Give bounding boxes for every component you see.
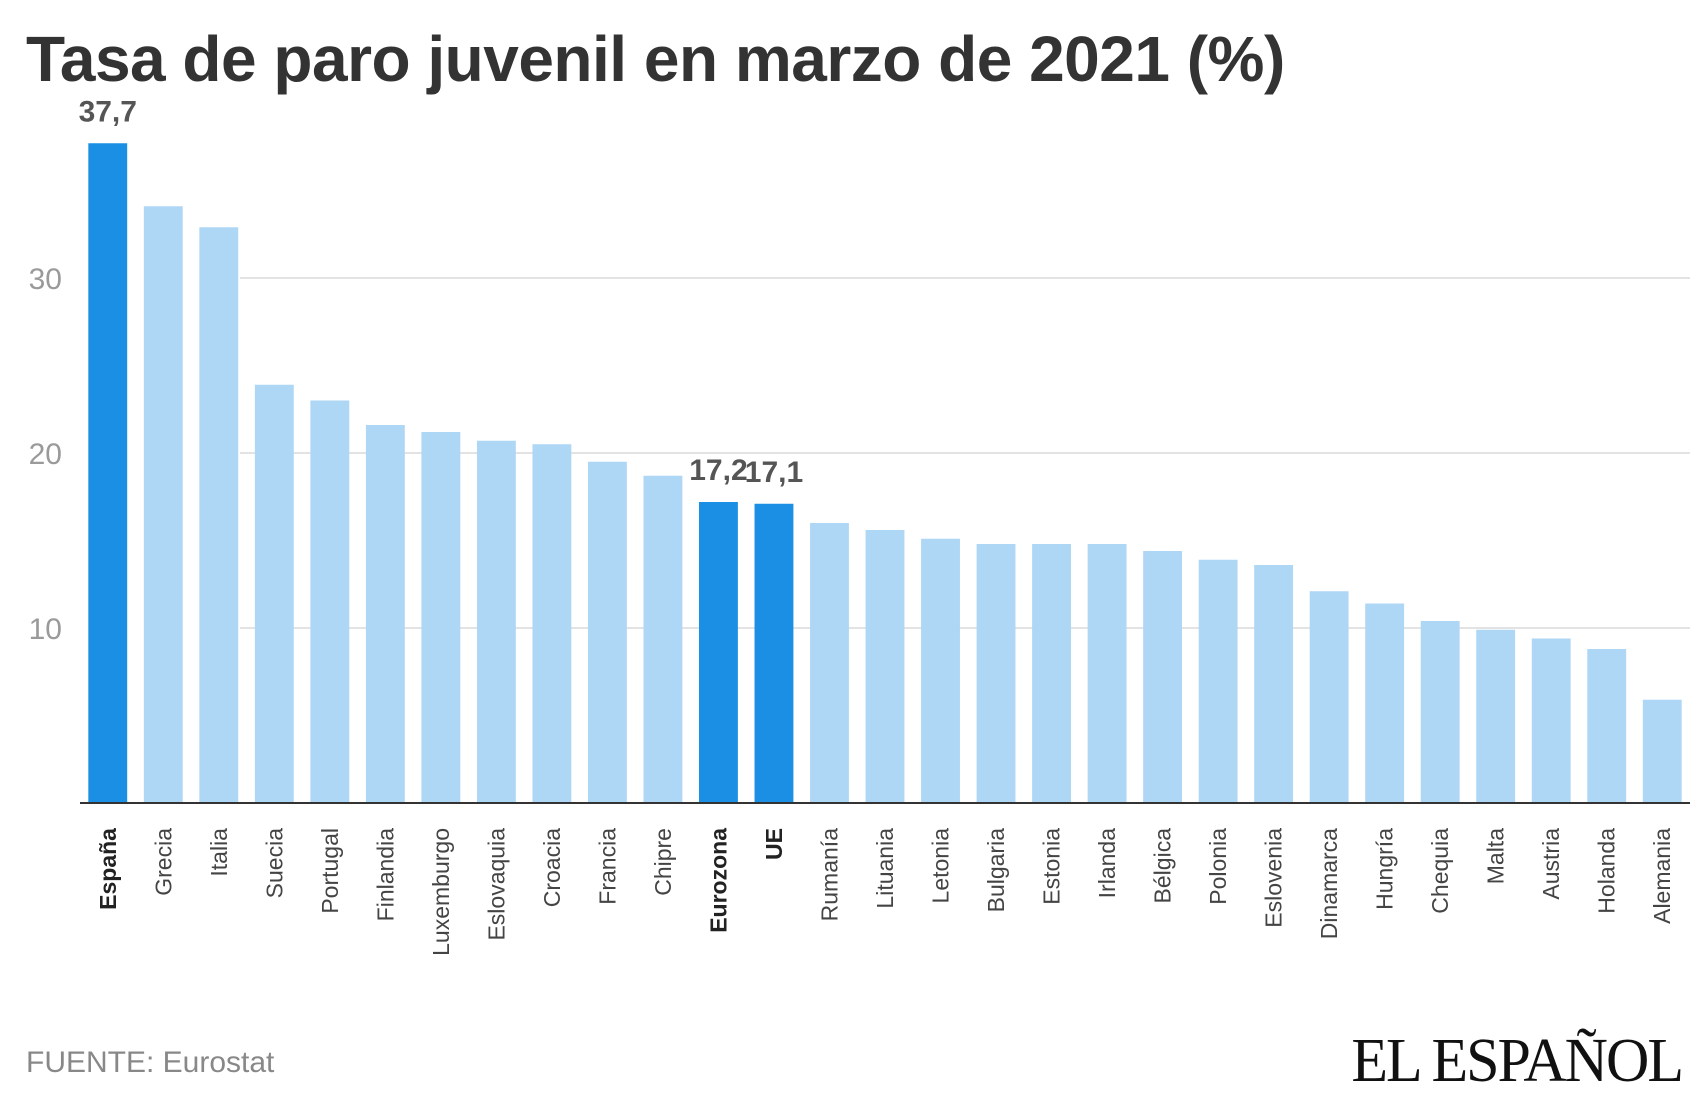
bar: [88, 143, 128, 803]
bar: [810, 523, 849, 803]
bar: [976, 544, 1016, 803]
data-label: 17,2: [689, 454, 747, 487]
bar: [1531, 638, 1571, 803]
category-label: Finlandia: [372, 828, 398, 922]
category-label: Austria: [1538, 828, 1564, 900]
category-label: Suecia: [261, 828, 287, 899]
category-label: Luxemburgo: [428, 828, 454, 956]
bar: [1587, 649, 1627, 803]
bar: [421, 432, 461, 803]
category-label: Hungría: [1372, 828, 1398, 910]
bar: [699, 502, 738, 803]
bar: [310, 400, 350, 803]
category-label: Polonia: [1205, 828, 1231, 905]
bar: [532, 444, 572, 803]
category-label: Bulgaria: [983, 828, 1009, 913]
category-label: España: [95, 828, 121, 910]
category-label: Holanda: [1594, 828, 1620, 914]
bar: [1198, 559, 1238, 803]
bar: [365, 425, 405, 803]
category-label: Bélgica: [1150, 828, 1176, 904]
category-label: Chipre: [650, 828, 676, 896]
bar: [1642, 699, 1682, 803]
bar: [1032, 544, 1071, 803]
category-label: Eurozona: [705, 828, 731, 933]
bar: [476, 440, 516, 803]
y-tick-label: 30: [29, 263, 62, 296]
category-label: Dinamarca: [1316, 828, 1342, 939]
bar: [1087, 544, 1127, 803]
category-label: Grecia: [150, 828, 176, 896]
bar: [1476, 629, 1516, 803]
y-tick-label: 20: [29, 438, 62, 471]
category-label: Lituania: [872, 828, 898, 909]
source-note: FUENTE: Eurostat: [26, 1046, 275, 1079]
category-label: Croacia: [539, 828, 565, 907]
category-label: Eslovenia: [1261, 828, 1287, 928]
bar: [199, 227, 239, 803]
bar: [254, 384, 294, 803]
bar: [1254, 565, 1294, 803]
category-label: Portugal: [317, 828, 343, 914]
bar: [1365, 603, 1405, 803]
bar: [1309, 591, 1349, 803]
category-label: Eslovaquia: [483, 828, 509, 941]
data-label: 37,7: [79, 95, 137, 128]
bar: [1143, 551, 1183, 803]
category-label: Chequia: [1427, 828, 1453, 914]
category-label: Letonia: [928, 828, 954, 904]
category-label: Malta: [1483, 828, 1509, 884]
y-tick-label: 10: [29, 613, 62, 646]
chart-title: Tasa de paro juvenil en marzo de 2021 (%…: [26, 23, 1285, 95]
bar: [865, 530, 905, 803]
bar: [1420, 621, 1460, 803]
bar: [587, 461, 627, 803]
category-label: UE: [761, 828, 787, 860]
data-label: 17,1: [745, 456, 803, 489]
category-label: Estonia: [1039, 828, 1065, 905]
bar: [754, 503, 794, 803]
category-label: Italia: [206, 828, 232, 877]
category-label: Irlanda: [1094, 828, 1120, 899]
category-label: Alemania: [1649, 828, 1675, 924]
bar: [921, 538, 960, 803]
category-label: Rumanía: [816, 828, 842, 922]
publisher-logo: EL ESPAÑOL: [1351, 1025, 1684, 1095]
bar: [143, 206, 183, 803]
bar: [643, 475, 683, 803]
category-label: Francia: [594, 828, 620, 905]
